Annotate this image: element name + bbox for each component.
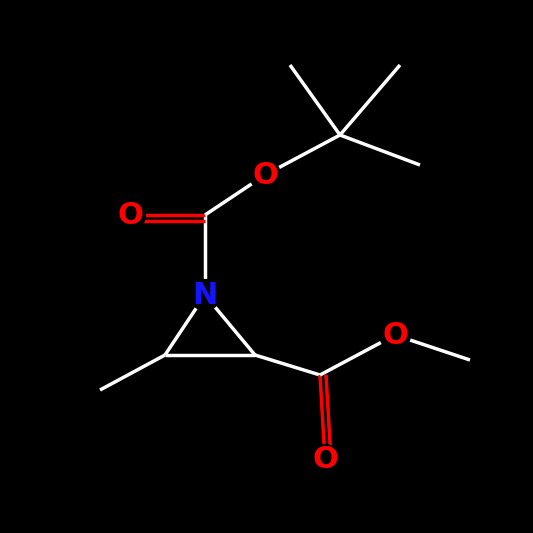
Circle shape (379, 320, 410, 350)
Text: O: O (382, 320, 408, 350)
Circle shape (310, 445, 341, 475)
Text: O: O (117, 200, 143, 230)
Text: N: N (192, 280, 217, 310)
Circle shape (115, 199, 146, 230)
Text: O: O (312, 446, 338, 474)
Circle shape (249, 159, 280, 190)
Text: O: O (252, 160, 278, 190)
Circle shape (190, 280, 221, 310)
